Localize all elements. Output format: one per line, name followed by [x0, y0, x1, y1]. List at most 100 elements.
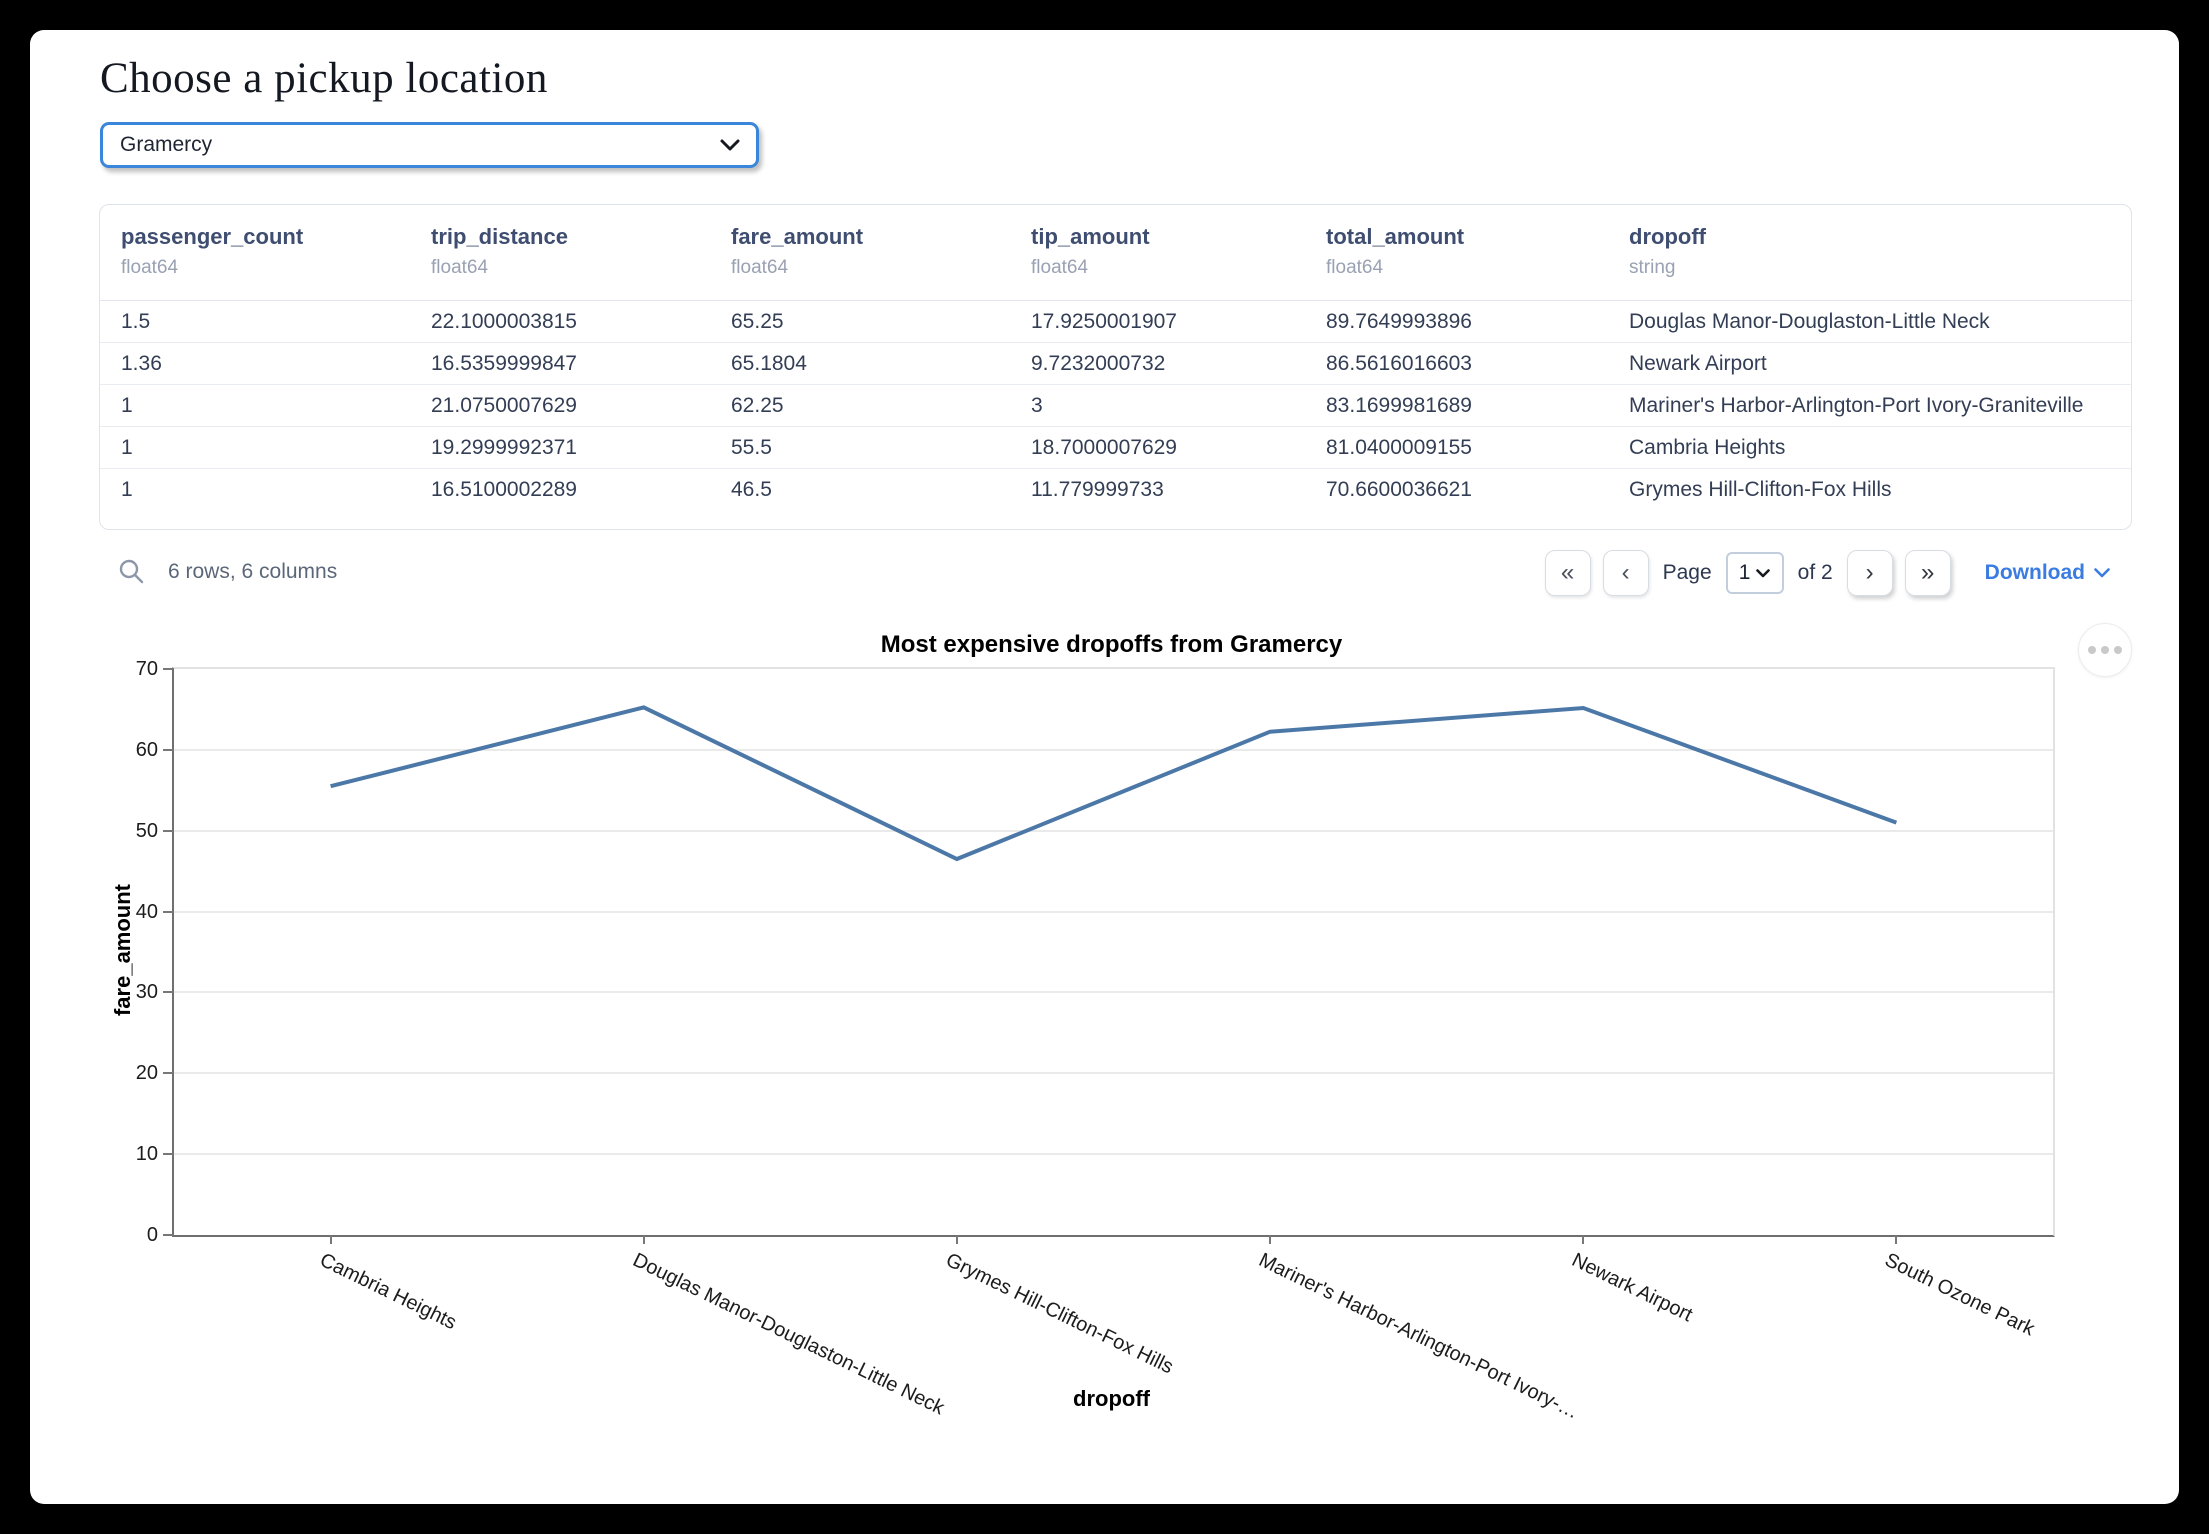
gridline [174, 829, 2053, 832]
table-cell: 18.7000007629 [1031, 436, 1177, 459]
table-row[interactable]: 1 21.0750007629 62.25 3 83.1699981689 Mariner… [100, 384, 2131, 426]
page-title: Choose a pickup location [100, 55, 548, 102]
page-of-label: of 2 [1797, 561, 1833, 584]
column-name: passenger_count [121, 224, 304, 249]
table-row[interactable]: 1 16.5100002289 46.5 11.779999733 70.6600036… [100, 468, 2131, 510]
table-cell: 3 [1031, 394, 1043, 417]
gridline [174, 748, 2053, 751]
column-type: float64 [121, 257, 179, 278]
column-header[interactable]: total_amount float64 [1326, 224, 1629, 279]
gridline [174, 991, 2053, 994]
gridline [174, 1153, 2053, 1156]
column-header[interactable]: dropoff string [1629, 224, 2131, 279]
table-cell: 9.7232000732 [1031, 352, 1166, 375]
table-cell: Newark Airport [1629, 352, 1767, 375]
table-row[interactable]: 1 19.2999992371 55.5 18.7000007629 81.040000… [100, 426, 2131, 468]
y-tick-label: 60 [135, 738, 158, 761]
page-number-select[interactable]: 1 [1725, 552, 1784, 594]
table-cell: 83.1699981689 [1326, 394, 1472, 417]
chart-menu-button[interactable] [2078, 623, 2132, 677]
table-cell: 1.5 [121, 310, 151, 333]
column-type: float64 [731, 257, 789, 278]
x-tick-label: South Ozone Park [1881, 1249, 2039, 1341]
x-tick-label: Grymes Hill-Clifton-Fox Hills [942, 1249, 1177, 1379]
y-tick-label: 70 [135, 658, 158, 680]
column-header[interactable]: fare_amount float64 [731, 224, 1031, 279]
search-icon[interactable] [118, 558, 146, 586]
table-body: 1.5 22.1000003815 65.25 17.9250001907 89.764… [100, 301, 2131, 510]
y-tick-label: 0 [146, 1224, 158, 1246]
table-cell: 89.7649993896 [1326, 310, 1472, 333]
pagination: « ‹ Page 1 of 2 › » Download [1544, 550, 2110, 596]
x-axis-title: dropoff [1073, 1386, 1150, 1411]
y-tick-label: 40 [135, 900, 158, 923]
x-tick [955, 1235, 958, 1244]
column-type: float64 [1031, 257, 1089, 278]
chart-title: Most expensive dropoffs from Gramercy [880, 631, 1343, 658]
column-header[interactable]: trip_distance float64 [431, 224, 731, 279]
table-cell: Grymes Hill-Clifton-Fox Hills [1629, 478, 1892, 501]
x-tick [1269, 1235, 1272, 1244]
y-tick [163, 748, 174, 751]
y-tick [163, 668, 174, 670]
y-tick-label: 50 [135, 819, 158, 842]
table-header-row: passenger_count float64 trip_distance float… [100, 205, 2131, 301]
x-tick [329, 1235, 332, 1244]
y-tick [163, 829, 174, 832]
download-button[interactable]: Download [1985, 561, 2110, 585]
table-cell: 62.25 [731, 394, 784, 417]
table-cell: 1 [121, 394, 133, 417]
y-tick-label: 10 [135, 1143, 158, 1166]
column-name: tip_amount [1031, 224, 1150, 249]
column-name: dropoff [1629, 224, 1706, 249]
chevron-down-icon [1756, 568, 1771, 577]
table-cell: 19.2999992371 [431, 436, 577, 459]
table-row[interactable]: 1.5 22.1000003815 65.25 17.9250001907 89.764… [100, 301, 2131, 342]
next-page-button[interactable]: › [1846, 550, 1893, 596]
table-cell: 65.25 [731, 310, 784, 333]
x-tick [1582, 1235, 1585, 1244]
page-number-value: 1 [1738, 561, 1751, 584]
download-label: Download [1984, 561, 2085, 584]
table-cell: 21.0750007629 [431, 394, 577, 417]
table-summary: 6 rows, 6 columns [168, 560, 338, 583]
column-name: total_amount [1326, 224, 1465, 249]
ellipsis-icon [2088, 646, 2096, 654]
y-tick [163, 1234, 174, 1236]
column-name: trip_distance [431, 224, 568, 249]
table-cell: 65.1804 [731, 352, 807, 375]
chevron-down-icon [720, 139, 740, 151]
table-cell: 81.0400009155 [1326, 436, 1472, 459]
pickup-select-value: Gramercy [120, 133, 213, 156]
table-cell: 17.9250001907 [1031, 310, 1177, 333]
table-cell: Mariner's Harbor-Arlington-Port Ivory-Gr… [1629, 394, 2084, 417]
first-page-button[interactable]: « [1544, 550, 1591, 596]
x-tick-label: Newark Airport [1568, 1249, 1697, 1327]
y-tick [163, 1072, 174, 1075]
column-header[interactable]: tip_amount float64 [1031, 224, 1326, 279]
table-cell: 11.779999733 [1031, 478, 1164, 501]
line-series [330, 705, 1898, 862]
app-card: Choose a pickup location Gramercy passen… [30, 30, 2179, 1504]
table-cell: 55.5 [731, 436, 772, 459]
chevron-down-icon [2094, 568, 2110, 578]
y-tick [163, 1153, 174, 1156]
column-type: string [1629, 257, 1676, 278]
gridline [174, 910, 2053, 913]
prev-page-button[interactable]: ‹ [1602, 550, 1649, 596]
y-tick [163, 991, 174, 994]
table-cell: 1 [121, 478, 133, 501]
column-type: float64 [1326, 257, 1384, 278]
table-footer-left: 6 rows, 6 columns [118, 558, 337, 586]
column-header[interactable]: passenger_count float64 [121, 224, 431, 279]
last-page-button[interactable]: » [1904, 550, 1951, 596]
table-row[interactable]: 1.36 16.5359999847 65.1804 9.7232000732 86.5… [100, 342, 2131, 384]
pickup-select[interactable]: Gramercy [100, 122, 759, 168]
y-tick-label: 30 [135, 981, 158, 1004]
table-cell: 70.6600036621 [1326, 478, 1472, 501]
table-cell: Cambria Heights [1629, 436, 1786, 459]
data-table: passenger_count float64 trip_distance float… [99, 204, 2132, 530]
table-cell: 46.5 [731, 478, 772, 501]
table-cell: 22.1000003815 [431, 310, 577, 333]
table-cell: 86.5616016603 [1326, 352, 1472, 375]
